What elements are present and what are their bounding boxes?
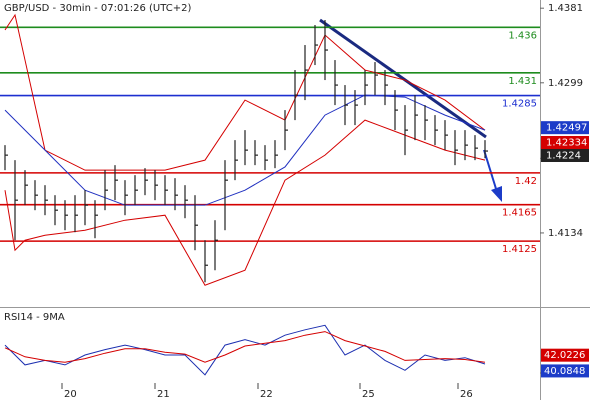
level-label: 1.436: [508, 30, 537, 41]
rsi-title: RSI14 - 9MA: [4, 312, 65, 323]
level-label: 1.42: [515, 176, 537, 187]
price-tag: [541, 148, 589, 162]
indicator-line: [4, 13, 486, 171]
rsi-tag: [541, 364, 589, 378]
level-label: 1.431: [508, 76, 537, 87]
price-tag-label: 1.42334: [546, 137, 587, 148]
price-tag: [541, 135, 589, 149]
price-tag: [541, 121, 589, 135]
y-tick-label: 1.4134: [548, 228, 583, 239]
rsi-line: [4, 331, 486, 363]
indicator-line: [4, 119, 486, 286]
arrow-head: [491, 186, 502, 202]
price-tag-label: 1.4224: [546, 150, 581, 161]
y-tick-label: 1.4299: [548, 78, 583, 89]
rsi-line: [4, 324, 486, 376]
level-label: 1.4125: [502, 244, 537, 255]
chart-title: GBP/USD - 30min - 07:01:26 (UTC+2): [4, 3, 191, 14]
trend-line: [319, 18, 487, 139]
x-tick-label: 25: [362, 389, 375, 400]
rsi-tag-label: 42.0226: [544, 350, 585, 361]
x-tick-label: 26: [460, 389, 473, 400]
indicator-line: [4, 94, 486, 206]
y-tick-label: 1.4381: [548, 3, 583, 14]
level-label: 1.4285: [502, 99, 537, 110]
x-tick-label: 20: [64, 389, 77, 400]
price-tag-label: 1.42497: [546, 123, 587, 134]
level-label: 1.4165: [502, 208, 537, 219]
x-tick-label: 21: [157, 389, 170, 400]
rsi-tag-label: 40.0848: [544, 366, 585, 377]
forecast-arrow: [483, 149, 498, 193]
rsi-tag: [541, 348, 589, 362]
x-tick-label: 22: [260, 389, 273, 400]
